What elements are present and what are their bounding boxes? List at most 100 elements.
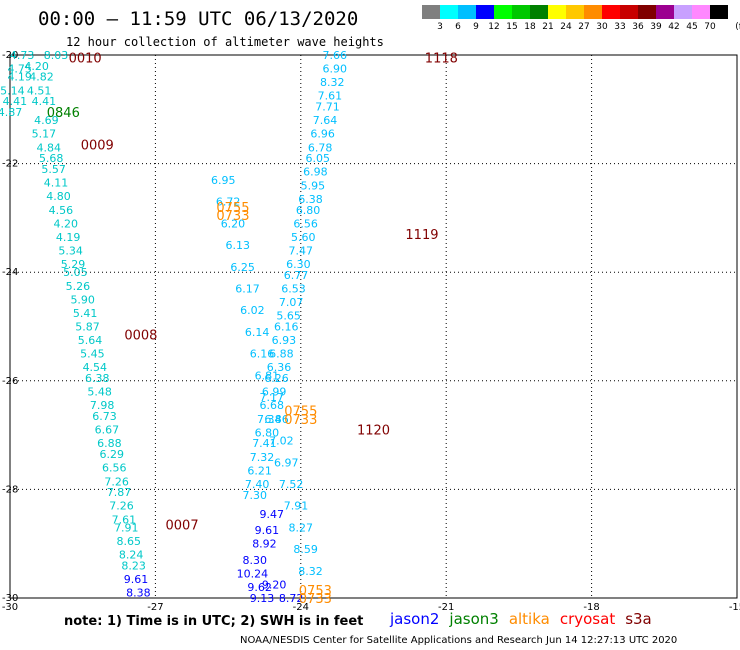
- wave-height-label: 6.90: [322, 63, 347, 76]
- wave-height-label: 6.56: [293, 217, 318, 230]
- wave-height-label: 6.21: [247, 464, 272, 477]
- wave-height-label: 6.97: [274, 456, 299, 469]
- colorbar-label: 9: [473, 22, 479, 32]
- satellite-legend: jason2 jason3 altika cryosat s3a: [390, 610, 662, 628]
- colorbar-swatch: [710, 5, 728, 19]
- wave-height-label: 4.51: [27, 84, 52, 97]
- wave-height-label: 6.93: [272, 334, 297, 347]
- legend-entry-altika: altika: [508, 610, 550, 628]
- time-label: 1120: [357, 424, 390, 439]
- wave-height-label: 5.14: [0, 84, 25, 97]
- wave-height-label: 5.65: [276, 310, 301, 323]
- wave-height-label: 8.30: [243, 554, 268, 567]
- wave-height-label: 4.19: [7, 71, 32, 84]
- wave-height-label: 6.80: [255, 426, 280, 439]
- wave-height-label: 5.87: [75, 321, 100, 334]
- y-tick-label: -22: [2, 159, 18, 170]
- wave-height-label: 6.80: [296, 204, 321, 217]
- colorbar-swatch: [692, 5, 710, 19]
- colorbar-swatch: [566, 5, 584, 19]
- colorbar-swatch: [548, 5, 566, 19]
- wave-height-label: 7.32: [250, 451, 275, 464]
- wave-height-label: 7.71: [315, 101, 340, 114]
- wave-height-label: 7.47: [289, 244, 314, 257]
- colorbar-label: 3: [437, 22, 443, 32]
- wave-height-label: 7.66: [322, 49, 347, 62]
- colorbar-label: 70: [704, 22, 716, 32]
- wave-height-label: 7.07: [279, 296, 304, 309]
- colorbar-label: 12: [488, 22, 500, 32]
- time-label: 0846: [47, 106, 80, 121]
- colorbar-swatch: [422, 5, 440, 19]
- x-tick-label: -24: [293, 602, 309, 610]
- wave-height-label: 4.41: [3, 95, 28, 108]
- colorbar-unit: (ft): [735, 22, 740, 32]
- time-label: 1119: [405, 228, 438, 243]
- wave-height-label: 6.81: [255, 369, 280, 382]
- wave-height-label: 7.98: [90, 399, 115, 412]
- x-tick-label: -18: [583, 602, 599, 610]
- wave-height-label: 7.40: [245, 478, 270, 491]
- wave-height-label: 7.41: [252, 437, 277, 450]
- wave-height-label: 6.77: [284, 269, 309, 282]
- time-label: 0007: [166, 519, 199, 534]
- colorbar-label: 21: [542, 22, 554, 32]
- wave-height-label: 4.11: [44, 177, 69, 190]
- wave-height-label: 7.61: [318, 90, 343, 103]
- time-label: 0733: [284, 413, 317, 428]
- time-label: 0733: [216, 209, 249, 224]
- y-tick-label: -28: [2, 484, 18, 495]
- legend-entry-cryosat: cryosat: [559, 610, 616, 628]
- x-tick-label: -30: [2, 602, 18, 610]
- wave-height-label: 8.72: [279, 592, 304, 605]
- wave-height-label: 6.98: [303, 166, 328, 179]
- wave-height-label: 8.03: [44, 49, 69, 62]
- wave-height-label: 6.53: [281, 282, 306, 295]
- colorbar-label: 45: [686, 22, 698, 32]
- wave-height-label: 6.25: [230, 261, 255, 274]
- wave-height-label: 7.87: [107, 486, 132, 499]
- wave-height-label: 4.82: [29, 71, 54, 84]
- wave-height-label: 6.26: [264, 372, 289, 385]
- wave-height-label: 5.41: [73, 307, 98, 320]
- wave-height-label: 4.87: [0, 106, 22, 119]
- wave-height-label: 6.30: [286, 258, 311, 271]
- wave-height-label: 6.96: [310, 128, 335, 141]
- wave-height-label: 6.20: [221, 217, 246, 230]
- colorbar-label: 27: [578, 22, 590, 32]
- wave-height-label: 7.91: [114, 521, 139, 534]
- colorbar-swatch: [494, 5, 512, 19]
- wave-height-label: 8.32: [320, 76, 345, 89]
- wave-height-label: 5.45: [80, 348, 105, 361]
- wave-height-label: 6.17: [235, 282, 260, 295]
- wave-height-label: 4.20: [24, 60, 49, 73]
- wave-height-label: 4.41: [32, 95, 57, 108]
- wave-height-label: 6.13: [226, 239, 251, 252]
- chart-subtitle: 12 hour collection of altimeter wave hei…: [66, 35, 384, 49]
- wave-height-label: 6.56: [102, 462, 127, 475]
- chart-title: 00:00 – 11:59 UTC 06/13/2020: [38, 8, 359, 30]
- chart-canvas: -30 -27 -24 -21 -18 -15 -20 -22 -24 -26 -28 -30 4.73…: [0, 49, 740, 610]
- legend-entry-jason2: jason2: [390, 610, 440, 628]
- wave-height-label: 8.23: [121, 559, 146, 572]
- wave-height-label: 8.32: [298, 565, 323, 578]
- time-label: 1118: [425, 52, 458, 67]
- y-tick-label: -26: [2, 376, 18, 387]
- colorbar-label: 39: [650, 22, 662, 32]
- x-tick-label: -27: [147, 602, 163, 610]
- wave-height-label: 5.95: [301, 179, 326, 192]
- wave-height-label: 7.02: [269, 435, 294, 448]
- wave-height-label: 7.61: [112, 513, 137, 526]
- wave-height-label: 5.17: [32, 128, 57, 141]
- legend-entry-jason3: jason3: [449, 610, 499, 628]
- wave-height-label: 9.61: [255, 524, 280, 537]
- y-tick-label: -20: [2, 50, 18, 61]
- wave-height-label: 6.38: [85, 372, 110, 385]
- time-label: 0733: [299, 592, 332, 607]
- wave-height-label: 9.47: [259, 508, 284, 521]
- colorbar-label: 30: [596, 22, 608, 32]
- time-label: 0009: [81, 139, 114, 154]
- wave-height-label: 4.69: [34, 114, 59, 127]
- time-label: 0755: [216, 201, 249, 216]
- y-tick-label: -30: [2, 593, 18, 604]
